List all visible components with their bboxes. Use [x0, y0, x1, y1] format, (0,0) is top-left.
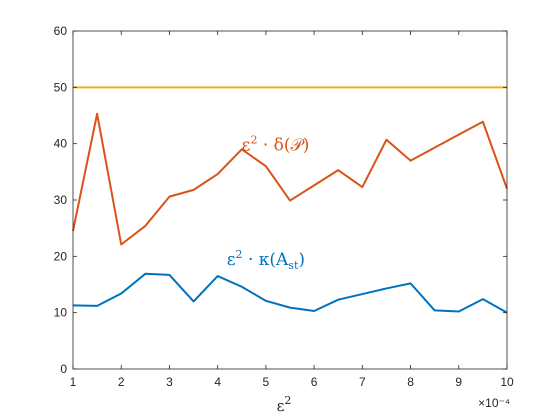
x-tick-label: 10 [500, 375, 514, 389]
x-tick-label: 6 [311, 375, 318, 389]
x-tick-label: 9 [455, 375, 462, 389]
x-tick-label: 4 [214, 375, 221, 389]
y-tick-label: 60 [54, 24, 68, 38]
annotation-delta: ε2 · δ(𝒫) [242, 133, 310, 155]
y-tick-label: 50 [54, 80, 68, 94]
annotation-layer: ε2 · κ(Ast) ε2 · δ(𝒫) [227, 133, 310, 271]
y-tick-label: 20 [54, 249, 68, 263]
annotation-kappa: ε2 · κ(Ast) [227, 248, 305, 272]
x-tick-label: 2 [118, 375, 125, 389]
series-layer [72, 86, 508, 314]
x-tick-label: 8 [407, 375, 414, 389]
y-tick-label: 30 [54, 193, 68, 207]
y-tick-label: 0 [60, 362, 67, 376]
x-multiplier-label: ×10⁻⁴ [478, 396, 510, 410]
x-tick-label: 1 [70, 375, 77, 389]
y-tick-label: 10 [54, 306, 68, 320]
x-tick-label: 3 [166, 375, 173, 389]
series-line-kappa [72, 272, 508, 314]
x-tick-label: 7 [359, 375, 366, 389]
axes-layer: 1 2 3 4 5 6 7 8 9 10 0 10 20 30 40 50 60 ε2 ×10⁻⁴ [54, 24, 514, 415]
x-tick-label: 5 [263, 375, 270, 389]
y-tick-label: 40 [54, 137, 68, 151]
x-axis-label: ε2 [277, 394, 292, 415]
series-line-delta [72, 112, 508, 246]
